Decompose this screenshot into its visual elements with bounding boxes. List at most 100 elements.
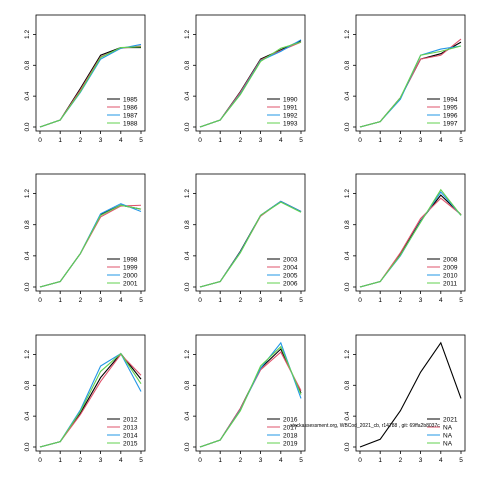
- y-tick-label: 1.2: [184, 350, 191, 359]
- x-tick-label: 4: [119, 137, 123, 144]
- series-line: [199, 41, 302, 128]
- x-tick-label: 1: [218, 457, 222, 464]
- y-tick-label: 0.8: [344, 380, 351, 389]
- x-tick-label: 5: [139, 457, 143, 464]
- legend-label: 2005: [283, 272, 298, 279]
- legend-label: 2013: [123, 424, 138, 431]
- y-tick-label: 0.4: [184, 411, 191, 420]
- plot-frame: [355, 14, 466, 132]
- series-line: [39, 204, 142, 288]
- legend-label: NA: [443, 424, 453, 431]
- x-tick-label: 0: [198, 297, 202, 304]
- x-tick-label: 0: [198, 137, 202, 144]
- x-tick-label: 0: [38, 297, 42, 304]
- x-tick-label: 5: [299, 137, 303, 144]
- legend-label: 1996: [443, 112, 458, 119]
- plot-frame: [35, 334, 146, 452]
- y-tick-label: 0.0: [24, 282, 31, 291]
- x-tick-label: 2: [399, 137, 403, 144]
- x-tick-label: 4: [119, 457, 123, 464]
- legend-label: 2015: [123, 440, 138, 447]
- legend-label: NA: [443, 440, 453, 447]
- legend-label: 1998: [123, 256, 138, 263]
- legend-label: 1986: [123, 104, 138, 111]
- x-tick-label: 1: [58, 137, 62, 144]
- x-tick-label: 5: [139, 137, 143, 144]
- x-tick-label: 3: [259, 457, 263, 464]
- series-line: [359, 45, 462, 128]
- y-tick-label: 0.0: [24, 442, 31, 451]
- y-tick-label: 1.2: [24, 189, 31, 198]
- x-tick-label: 5: [459, 137, 463, 144]
- legend-label: 2000: [123, 272, 138, 279]
- x-tick-label: 2: [399, 457, 403, 464]
- x-tick-label: 0: [358, 297, 362, 304]
- series-line: [199, 201, 302, 288]
- plot-frame: [195, 173, 306, 292]
- x-tick-label: 2: [239, 137, 243, 144]
- legend-label: 1997: [443, 120, 458, 127]
- y-tick-label: 0.4: [24, 411, 31, 420]
- plot-frame: [355, 173, 466, 292]
- x-tick-label: 4: [439, 457, 443, 464]
- x-tick-label: 3: [99, 137, 103, 144]
- legend-label: 2018: [283, 432, 298, 439]
- x-tick-label: 0: [358, 457, 362, 464]
- y-tick-label: 1.2: [184, 189, 191, 198]
- y-tick-label: 1.2: [344, 189, 351, 198]
- plot-frame: [195, 14, 306, 132]
- series-line: [199, 345, 302, 448]
- x-tick-label: 3: [419, 297, 423, 304]
- y-tick-label: 0.4: [344, 411, 351, 420]
- series-line: [39, 352, 142, 448]
- y-tick-label: 0.4: [344, 251, 351, 260]
- x-tick-label: 0: [198, 457, 202, 464]
- x-tick-label: 0: [38, 457, 42, 464]
- legend-label: 2009: [443, 264, 458, 271]
- x-tick-label: 5: [139, 297, 143, 304]
- legend-label: 2016: [283, 416, 298, 423]
- y-tick-label: 0.4: [24, 91, 31, 100]
- x-tick-label: 1: [378, 297, 382, 304]
- legend-label: 1985: [123, 96, 138, 103]
- legend-label: 1990: [283, 96, 298, 103]
- plot-frame: [35, 14, 146, 132]
- x-tick-label: 2: [79, 137, 83, 144]
- series-line: [359, 341, 462, 448]
- x-tick-label: 2: [239, 457, 243, 464]
- y-tick-label: 0.4: [344, 91, 351, 100]
- series-line: [39, 46, 142, 128]
- x-tick-label: 4: [119, 297, 123, 304]
- legend-label: 1992: [283, 112, 298, 119]
- y-tick-label: 1.2: [344, 350, 351, 359]
- x-tick-label: 3: [419, 457, 423, 464]
- x-tick-label: 5: [459, 457, 463, 464]
- x-tick-label: 4: [279, 457, 283, 464]
- legend-label: 2001: [123, 280, 138, 287]
- y-tick-label: 0.0: [344, 442, 351, 451]
- legend-label: 2021: [443, 416, 458, 423]
- x-tick-label: 4: [439, 297, 443, 304]
- x-tick-label: 1: [218, 297, 222, 304]
- legend-label: 2019: [283, 440, 298, 447]
- series-line: [359, 188, 462, 288]
- y-tick-label: 0.8: [184, 220, 191, 229]
- y-tick-label: 0.4: [184, 251, 191, 260]
- x-tick-label: 3: [259, 297, 263, 304]
- plot-frame: [35, 173, 146, 292]
- legend-label: 1988: [123, 120, 138, 127]
- legend-label: 1993: [283, 120, 298, 127]
- y-tick-label: 1.2: [24, 350, 31, 359]
- y-tick-label: 0.4: [184, 91, 191, 100]
- y-tick-label: 0.8: [24, 380, 31, 389]
- y-tick-label: 0.8: [344, 220, 351, 229]
- legend-label: 2008: [443, 256, 458, 263]
- y-tick-label: 0.0: [184, 442, 191, 451]
- y-tick-label: 0.0: [344, 122, 351, 131]
